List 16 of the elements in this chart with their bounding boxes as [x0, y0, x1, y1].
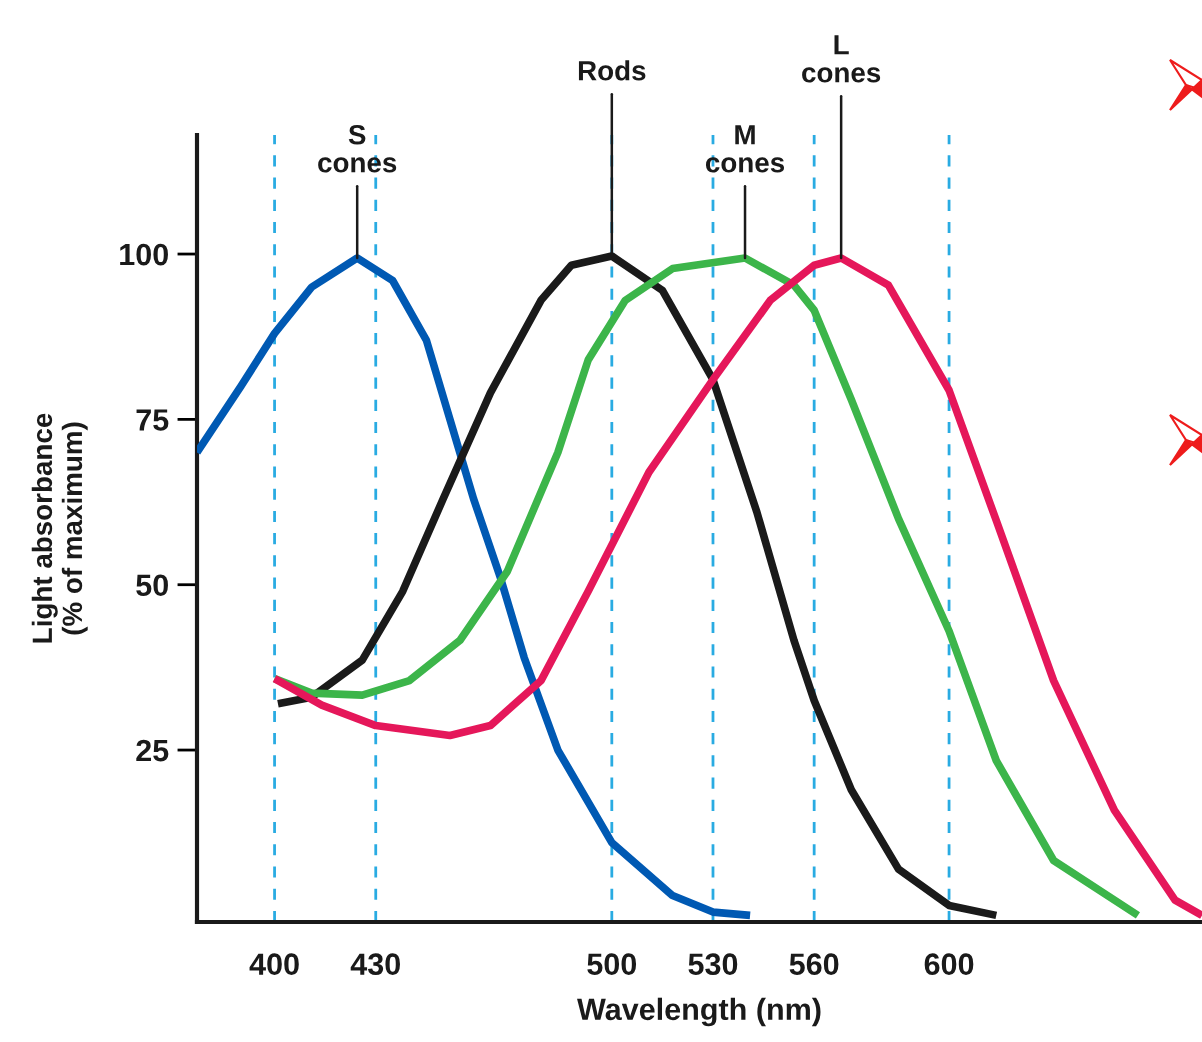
y-axis-title: Light absorbance (% of maximum) — [31, 413, 88, 643]
y-tick-label: 75 — [136, 409, 169, 431]
annotation: M cones — [705, 125, 785, 173]
annotation: L cones — [802, 35, 881, 83]
annotation: Rods — [578, 60, 646, 81]
y-tick-label: 100 — [120, 243, 168, 266]
annotation: S cones — [318, 124, 397, 173]
x-tick-label: 530 — [688, 953, 738, 976]
x-tick-label: 500 — [587, 953, 637, 975]
x-tick-label: 430 — [350, 953, 400, 976]
x-tick-label: 560 — [789, 953, 839, 975]
x-axis-title: Wavelength (nm) — [577, 997, 821, 1027]
y-tick-label: 50 — [136, 574, 168, 597]
x-tick-label: 400 — [249, 953, 299, 975]
x-tick-label: 600 — [924, 953, 974, 975]
y-tick-label: 25 — [136, 739, 169, 762]
